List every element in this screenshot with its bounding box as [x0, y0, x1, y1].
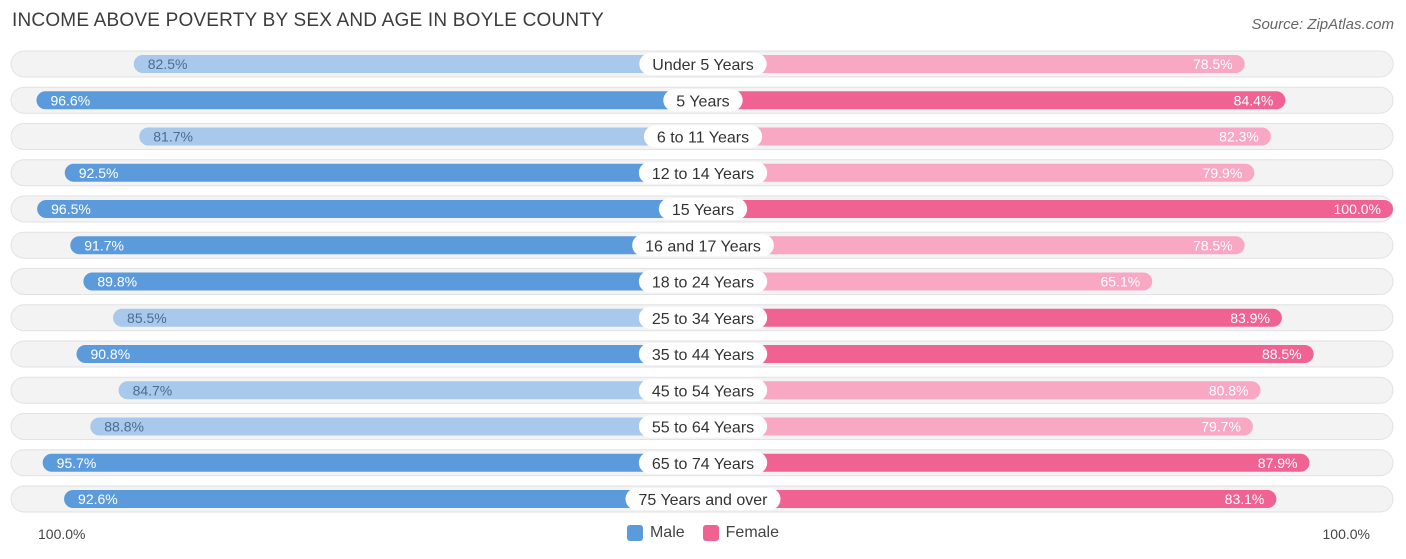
- male-value-label: 92.5%: [79, 165, 119, 181]
- category-pill: [638, 306, 768, 329]
- male-value-label: 96.6%: [50, 92, 90, 108]
- female-value-label: 83.9%: [1230, 310, 1270, 326]
- female-value-label: 78.5%: [1193, 237, 1233, 253]
- male-bar: [64, 490, 703, 508]
- category-pill: [638, 379, 768, 402]
- male-bar: [64, 163, 703, 182]
- male-bar: [70, 236, 703, 255]
- legend-female-label: Female: [725, 524, 780, 541]
- female-bar: [703, 308, 1282, 327]
- female-value-label: 87.9%: [1258, 455, 1298, 471]
- male-bar: [76, 345, 704, 363]
- female-bar: [703, 91, 1286, 110]
- female-bar: [703, 381, 1261, 400]
- male-bar: [42, 453, 704, 472]
- male-bar: [90, 417, 703, 436]
- category-label: 16 and 17 Years: [645, 238, 761, 255]
- female-bar: [703, 163, 1255, 182]
- category-label: 6 to 11 Years: [657, 130, 749, 147]
- category-label: 12 to 14 Years: [652, 166, 754, 183]
- male-value-label: 89.8%: [97, 274, 137, 290]
- category-pill: [663, 89, 743, 112]
- male-value-label: 88.8%: [104, 419, 144, 435]
- category-pill: [638, 343, 768, 365]
- male-value-label: 91.7%: [84, 237, 124, 253]
- female-bar: [703, 345, 1314, 363]
- female-value-label: 65.1%: [1100, 274, 1140, 290]
- male-value-label: 96.5%: [51, 201, 91, 217]
- male-value-label: 84.7%: [133, 382, 173, 398]
- bar-chart: 82.5% 78.5% Under 5 Years 96.6% 84.4% 5 Years…: [10, 50, 1394, 513]
- category-pill: [643, 125, 763, 148]
- female-value-label: 88.5%: [1262, 346, 1302, 362]
- axis-left-label: 100.0%: [38, 526, 86, 542]
- female-value-label: 82.3%: [1219, 129, 1259, 145]
- male-value-label: 95.7%: [57, 455, 97, 471]
- category-label: 75 Years and over: [639, 492, 769, 509]
- female-bar: [703, 453, 1310, 472]
- male-bar: [118, 381, 703, 400]
- legend-item-male: Male: [626, 524, 685, 542]
- female-bar: [703, 490, 1277, 508]
- axis-right-label: 100.0%: [1322, 526, 1370, 542]
- category-label: 35 to 44 Years: [652, 347, 754, 364]
- category-pill: [639, 53, 767, 75]
- male-value-label: 81.7%: [153, 129, 193, 145]
- category-label: 45 to 54 Years: [652, 383, 754, 400]
- chart-title: INCOME ABOVE POVERTY BY SEX AND AGE IN B…: [12, 10, 604, 31]
- male-bar: [139, 127, 703, 146]
- male-bar: [83, 272, 703, 291]
- female-bar: [703, 55, 1245, 73]
- female-bar: [703, 127, 1271, 146]
- legend-male-label: Male: [649, 524, 685, 541]
- category-label: Under 5 Years: [652, 57, 753, 74]
- male-value-label: 82.5%: [148, 56, 188, 72]
- male-swatch-icon: [626, 525, 643, 541]
- category-label: 15 Years: [672, 202, 734, 219]
- female-bar: [703, 417, 1253, 436]
- category-pill: [638, 161, 768, 184]
- category-label: 18 to 24 Years: [652, 275, 754, 292]
- female-value-label: 79.9%: [1203, 165, 1243, 181]
- female-value-label: 100.0%: [1334, 201, 1381, 217]
- female-bar: [703, 236, 1245, 255]
- female-value-label: 80.8%: [1209, 382, 1249, 398]
- male-value-label: 92.6%: [78, 491, 118, 507]
- female-swatch-icon: [702, 525, 719, 541]
- category-label: 25 to 34 Years: [652, 311, 754, 328]
- category-pill: [638, 451, 768, 474]
- source-credit: Source: ZipAtlas.com: [1251, 16, 1394, 33]
- category-label: 65 to 74 Years: [652, 456, 754, 473]
- legend: Male Female: [0, 524, 1406, 542]
- legend-item-female: Female: [702, 524, 780, 542]
- male-bar: [113, 308, 704, 327]
- female-value-label: 78.5%: [1193, 56, 1233, 72]
- category-pill: [638, 415, 768, 438]
- category-pill: [632, 234, 774, 257]
- female-value-label: 79.7%: [1201, 419, 1241, 435]
- male-value-label: 85.5%: [127, 310, 167, 326]
- female-value-label: 83.1%: [1225, 491, 1265, 507]
- female-bar: [703, 272, 1153, 291]
- female-value-label: 84.4%: [1234, 92, 1274, 108]
- category-pill: [658, 198, 748, 220]
- male-bar: [37, 200, 703, 218]
- category-label: 55 to 64 Years: [652, 420, 754, 437]
- category-pill: [625, 488, 781, 510]
- category-label: 5 Years: [676, 93, 729, 110]
- male-bar: [133, 55, 703, 73]
- male-value-label: 90.8%: [90, 346, 130, 362]
- female-bar: [703, 200, 1393, 218]
- category-pill: [638, 270, 768, 293]
- male-bar: [36, 91, 703, 110]
